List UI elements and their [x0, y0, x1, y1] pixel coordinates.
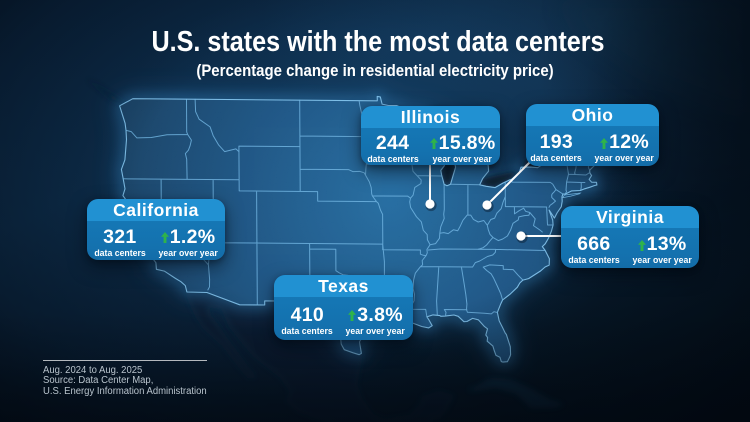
up-arrow-icon — [600, 137, 609, 149]
price-change-text-texas: 3.8% — [357, 303, 403, 326]
price-change-label-california: year over year — [158, 247, 218, 258]
data-centers-count-california: 321 — [103, 225, 137, 248]
callout-card-texas: Texas 410 data centers 3.8% year over ye… — [274, 275, 413, 340]
price-change-text-illinois: 15.8% — [438, 131, 496, 154]
stat-price-change-ohio: 12% year over year — [593, 133, 655, 164]
card-header-texas: Texas — [274, 275, 413, 297]
data-centers-label-california: data centers — [94, 247, 146, 258]
price-change-value-illinois: 15.8% — [429, 131, 496, 154]
up-arrow-icon — [429, 138, 438, 149]
stat-data-centers-illinois: 244 data centers — [366, 131, 420, 164]
price-change-value-virginia: 13% — [637, 233, 687, 256]
state-name-virginia: Virginia — [596, 207, 664, 227]
card-header-california: California — [87, 199, 225, 221]
callout-card-ohio: Ohio 193 data centers 12% year over year — [526, 104, 659, 166]
card-body-california: 321 data centers 1.2% year over year — [87, 221, 225, 260]
card-header-illinois: Illinois — [361, 106, 500, 128]
state-name-ohio: Ohio — [571, 105, 614, 125]
card-body-ohio: 193 data centers 12% year over year — [526, 126, 659, 166]
state-name-california: California — [113, 200, 199, 220]
stat-data-centers-california: 321 data centers — [93, 225, 147, 258]
stat-price-change-illinois: 15.8% year over year — [429, 131, 496, 164]
data-centers-label-ohio: data centers — [530, 153, 583, 164]
page-title: U.S. states with the most data centers — [151, 26, 605, 58]
map-dot-virginia — [516, 231, 526, 241]
price-change-text-ohio: 12% — [609, 131, 650, 154]
card-body-illinois: 244 data centers 15.8% year over year — [361, 128, 500, 165]
footer-source-line1: Source: Data Center Map, — [43, 375, 154, 387]
footer-divider — [43, 360, 207, 361]
card-header-virginia: Virginia — [561, 206, 699, 228]
price-change-value-california: 1.2% — [160, 225, 216, 248]
price-change-text-california: 1.2% — [169, 225, 216, 248]
data-centers-count-virginia: 666 — [577, 233, 611, 256]
stat-price-change-texas: 3.8% year over year — [344, 303, 406, 336]
data-centers-count-illinois: 244 — [375, 131, 410, 154]
price-change-value-ohio: 12% — [600, 133, 649, 153]
data-centers-count-ohio: 193 — [539, 131, 574, 154]
callout-card-california: California 321 data centers 1.2% year ov… — [87, 199, 225, 260]
price-change-text-virginia: 13% — [646, 233, 687, 256]
callout-card-illinois: Illinois 244 data centers 15.8% year ove… — [361, 106, 500, 165]
card-header-ohio: Ohio — [526, 104, 659, 126]
footer-source: Aug. 2024 to Aug. 2025 Source: Data Cent… — [43, 365, 207, 397]
map-dot-ohio — [482, 200, 492, 210]
footer-source-line2: U.S. Energy Information Administration — [43, 385, 207, 397]
data-centers-count-texas: 410 — [290, 303, 325, 326]
price-change-label-texas: year over year — [345, 325, 406, 336]
footer-period: Aug. 2024 to Aug. 2025 — [43, 365, 143, 376]
up-arrow-icon — [348, 310, 357, 321]
price-change-value-texas: 3.8% — [348, 303, 403, 326]
stat-price-change-california: 1.2% year over year — [157, 225, 219, 258]
data-centers-label-texas: data centers — [281, 325, 334, 336]
data-centers-label-virginia: data centers — [568, 255, 620, 266]
card-body-virginia: 666 data centers 13% year over year — [561, 228, 699, 268]
stat-data-centers-virginia: 666 data centers — [567, 233, 621, 266]
price-change-label-illinois: year over year — [432, 153, 493, 164]
data-centers-label-illinois: data centers — [366, 153, 419, 164]
up-arrow-icon — [637, 239, 646, 251]
map-dot-shadows — [425, 199, 528, 244]
price-change-label-ohio: year over year — [594, 153, 655, 164]
state-name-illinois: Illinois — [400, 107, 461, 127]
page-subtitle: (Percentage change in residential electr… — [196, 61, 554, 80]
stat-price-change-virginia: 13% year over year — [631, 233, 693, 266]
stat-data-centers-ohio: 193 data centers — [529, 131, 583, 164]
up-arrow-icon — [160, 232, 169, 243]
price-change-label-virginia: year over year — [632, 255, 692, 266]
callout-card-virginia: Virginia 666 data centers 13% year over … — [561, 206, 699, 268]
map-dot-illinois — [425, 199, 435, 209]
state-name-texas: Texas — [318, 276, 369, 296]
card-body-texas: 410 data centers 3.8% year over year — [274, 297, 413, 340]
stat-data-centers-texas: 410 data centers — [280, 303, 334, 336]
